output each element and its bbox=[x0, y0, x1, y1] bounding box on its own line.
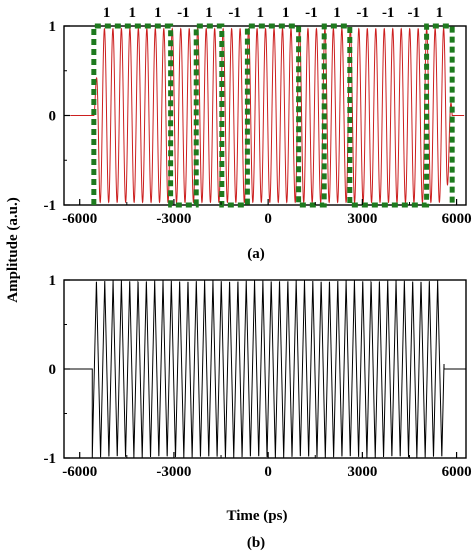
bit-label: 1 bbox=[128, 5, 136, 21]
bit-label: 1 bbox=[256, 5, 264, 21]
bit-label: -1 bbox=[228, 5, 241, 21]
y-tick-label: 1 bbox=[49, 273, 57, 289]
x-tick-label: -6000 bbox=[62, 464, 97, 480]
bit-envelope bbox=[91, 23, 455, 208]
x-tick-label: 3000 bbox=[347, 464, 377, 480]
x-tick-label: 0 bbox=[264, 211, 272, 227]
x-tick-label: 6000 bbox=[442, 211, 472, 227]
panel-label-a: (a) bbox=[247, 246, 265, 262]
bit-label: -1 bbox=[177, 5, 190, 21]
y-tick-label: 1 bbox=[49, 19, 57, 35]
x-tick-label: -6000 bbox=[62, 211, 97, 227]
y-tick-label: 0 bbox=[49, 362, 57, 378]
x-ticks: -6000 -3000 0 3000 6000 bbox=[62, 452, 472, 480]
x-ticks: -6000 -3000 0 3000 6000 bbox=[62, 199, 472, 227]
y-tick-label: -1 bbox=[44, 198, 57, 214]
panel-b: -6000 -3000 0 3000 6000 -1 0 1 Time (ps) (b) bbox=[44, 273, 472, 551]
x-tick-label: 3000 bbox=[347, 211, 377, 227]
signal-line bbox=[70, 27, 465, 204]
y-tick-label: -1 bbox=[44, 451, 57, 467]
bit-label: 1 bbox=[333, 5, 341, 21]
x-tick-label: 0 bbox=[264, 464, 272, 480]
signal-line bbox=[64, 280, 466, 459]
bit-label: 1 bbox=[103, 5, 111, 21]
y-ticks: -1 0 1 bbox=[44, 273, 70, 467]
bit-label: 1 bbox=[205, 5, 213, 21]
bit-label: 1 bbox=[154, 5, 162, 21]
y-tick-label: 0 bbox=[49, 109, 57, 125]
bit-label: 1 bbox=[282, 5, 290, 21]
y-axis-title: Amplitude (a.u.) bbox=[5, 197, 21, 302]
panel-a: 1 1 1 -1 1 -1 1 1 -1 1 -1 -1 -1 1 -6000 -3000 0 3000 6000… bbox=[44, 5, 472, 262]
x-tick-label: -3000 bbox=[156, 211, 191, 227]
bit-label: -1 bbox=[356, 5, 369, 21]
bit-label: -1 bbox=[305, 5, 318, 21]
x-tick-label: -3000 bbox=[156, 464, 191, 480]
bit-labels: 1 1 1 -1 1 -1 1 1 -1 1 -1 -1 -1 1 bbox=[103, 5, 443, 21]
bit-label: -1 bbox=[382, 5, 395, 21]
x-axis-title: Time (ps) bbox=[227, 508, 288, 524]
bit-label: 1 bbox=[436, 5, 444, 21]
panel-label-b: (b) bbox=[247, 535, 265, 551]
y-ticks: -1 0 1 bbox=[44, 19, 70, 214]
x-tick-label: 6000 bbox=[442, 464, 472, 480]
bit-label: -1 bbox=[408, 5, 421, 21]
